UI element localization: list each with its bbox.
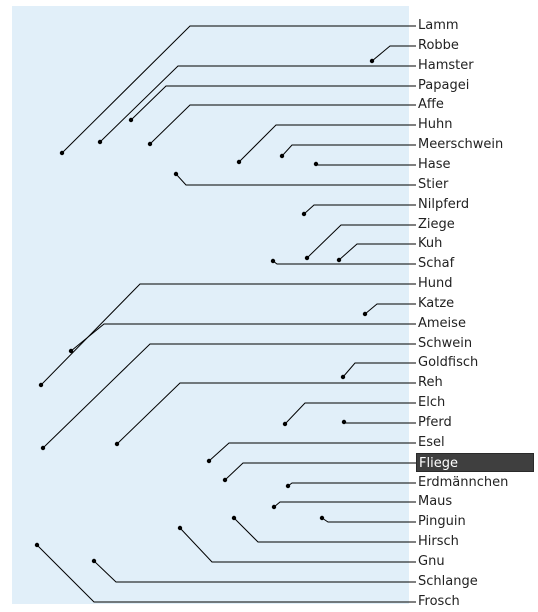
anchor-dot <box>369 58 375 64</box>
anchor-dot <box>319 515 325 521</box>
leader-line <box>342 362 416 378</box>
anchor-dot <box>177 525 183 531</box>
label-item[interactable]: Huhn <box>418 117 453 133</box>
anchor-dot <box>231 515 237 521</box>
label-item[interactable]: Goldfisch <box>418 355 479 371</box>
label-item[interactable]: Pinguin <box>418 514 466 530</box>
leader-line <box>116 382 416 445</box>
leader-line <box>179 527 416 563</box>
leader-line <box>208 442 416 462</box>
label-item[interactable]: Katze <box>418 295 455 311</box>
leader-line <box>321 517 416 523</box>
anchor-dot <box>206 458 212 464</box>
anchor-dot <box>114 441 120 447</box>
label-item[interactable]: Hund <box>418 276 453 292</box>
label-item[interactable]: Kuh <box>418 236 443 252</box>
label-item[interactable]: Lamm <box>418 18 459 33</box>
anchor-dot <box>59 150 65 156</box>
anchor-dot <box>270 258 276 264</box>
anchor-dot <box>91 558 97 564</box>
anchor-dot <box>38 382 44 388</box>
leader-line <box>306 224 416 259</box>
leader-line <box>42 343 416 449</box>
leader-line <box>130 85 416 121</box>
label-item[interactable]: Frosch <box>418 593 460 609</box>
label-item[interactable]: Fliege <box>416 452 534 472</box>
leader-line <box>36 544 416 603</box>
label-item[interactable]: Hase <box>418 156 451 172</box>
leader-line <box>233 517 416 543</box>
anchor-dot <box>147 141 153 147</box>
label-item[interactable]: Schwein <box>418 335 473 351</box>
anchor-dot <box>128 117 134 123</box>
label-item[interactable]: Ameise <box>418 315 466 331</box>
leader-line <box>70 323 416 352</box>
anchor-dot <box>34 542 40 548</box>
label-item[interactable]: Esel <box>418 434 445 450</box>
anchor-dot <box>341 419 347 425</box>
leader-line <box>40 283 416 386</box>
anchor-dot <box>285 483 291 489</box>
label-item[interactable]: Gnu <box>418 553 445 569</box>
leader-line <box>364 303 416 315</box>
label-item[interactable]: Papagei <box>418 77 470 93</box>
leader-line <box>338 243 416 261</box>
label-item[interactable]: Affe <box>418 97 444 113</box>
anchor-dot <box>336 257 342 263</box>
label-item[interactable]: Schlange <box>418 573 478 589</box>
leader-line <box>284 402 416 425</box>
leader-line <box>238 124 416 163</box>
leader-line <box>273 501 416 508</box>
label-item[interactable]: Reh <box>418 375 443 391</box>
label-item[interactable]: Hirsch <box>418 534 459 550</box>
leader-line <box>224 462 416 481</box>
leader-line <box>61 25 416 154</box>
anchor-dot <box>222 477 228 483</box>
label-item[interactable]: Hamster <box>418 57 474 73</box>
label-item[interactable]: Stier <box>418 176 449 192</box>
anchor-dot <box>362 311 368 317</box>
label-item[interactable]: Robbe <box>418 37 459 53</box>
label-item[interactable]: Elch <box>418 395 446 411</box>
anchor-dot <box>304 255 310 261</box>
anchor-dot <box>271 504 277 510</box>
leader-line <box>93 560 416 583</box>
anchor-dot <box>282 421 288 427</box>
anchor-dot <box>40 445 46 451</box>
anchor-dot <box>173 171 179 177</box>
label-item[interactable]: Pferd <box>418 415 452 430</box>
leader-line <box>99 65 416 143</box>
diagram-panel <box>12 6 409 604</box>
anchor-dot <box>340 374 346 380</box>
label-item[interactable]: Nilpferd <box>418 196 470 212</box>
leader-line <box>303 204 416 215</box>
anchor-dot <box>97 139 103 145</box>
label-item[interactable]: Erdmännchen <box>418 474 509 490</box>
anchor-dot <box>279 153 285 159</box>
label-item[interactable]: Maus <box>418 494 453 510</box>
anchor-dot <box>68 348 74 354</box>
label-item[interactable]: Ziege <box>418 216 455 232</box>
anchor-dot <box>236 159 242 165</box>
leader-line <box>272 260 416 265</box>
leader-line <box>315 164 416 166</box>
leader-line <box>281 144 416 157</box>
leader-line <box>287 482 416 487</box>
leader-line <box>149 104 416 145</box>
leader-line <box>175 173 416 186</box>
leader-line <box>371 45 416 62</box>
label-item[interactable]: Schaf <box>418 256 455 272</box>
leader-line <box>343 422 416 424</box>
anchor-dot <box>301 211 307 217</box>
anchor-dot <box>313 161 319 167</box>
label-item[interactable]: Meerschwein <box>418 137 504 153</box>
